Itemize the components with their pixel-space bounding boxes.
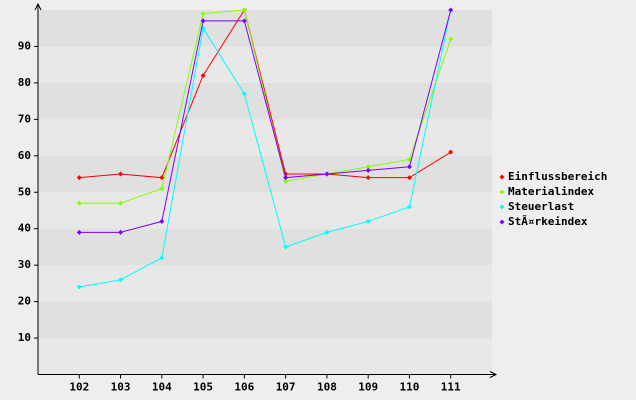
- legend-label: Einflussbereich: [508, 170, 607, 183]
- x-tick-label: 106: [234, 381, 254, 394]
- plot-band: [38, 228, 492, 266]
- data-point: [365, 218, 371, 224]
- x-tick-label: 102: [69, 381, 89, 394]
- plot-band: [38, 46, 492, 83]
- plot-band: [38, 301, 492, 339]
- plot-band: [38, 192, 492, 229]
- legend-marker: [499, 219, 505, 225]
- data-point: [118, 277, 124, 283]
- y-tick-label: 20: [18, 295, 31, 308]
- data-point: [241, 91, 247, 97]
- data-point: [76, 229, 82, 235]
- series-line: [79, 9, 452, 204]
- data-point: [159, 186, 165, 192]
- data-point: [406, 175, 412, 181]
- data-point: [200, 73, 206, 79]
- plot-band: [38, 10, 492, 47]
- data-point: [365, 164, 371, 170]
- legend-marker: [499, 174, 505, 180]
- x-axis-arrow: [489, 371, 498, 378]
- y-tick-label: 50: [18, 185, 31, 198]
- y-axis-arrow: [34, 2, 42, 11]
- data-point: [200, 11, 206, 17]
- legend-marker: [499, 204, 505, 210]
- x-tick-label: 109: [358, 381, 378, 394]
- data-point: [283, 244, 289, 250]
- data-point: [406, 204, 412, 210]
- data-point: [406, 164, 412, 170]
- x-tick-label: 108: [317, 381, 337, 394]
- plot-band: [38, 338, 492, 375]
- x-tick-label: 104: [152, 381, 172, 394]
- data-point: [448, 36, 454, 42]
- plot-band: [38, 155, 492, 193]
- y-tick-label: 70: [18, 112, 31, 125]
- legend-label: Steuerlast: [508, 200, 574, 213]
- data-point: [241, 18, 247, 24]
- y-tick-label: 40: [18, 222, 31, 235]
- data-point: [200, 18, 206, 24]
- x-tick-label: 103: [111, 381, 131, 394]
- x-tick-label: 110: [400, 381, 420, 394]
- series-line: [79, 9, 452, 288]
- data-point: [448, 149, 454, 155]
- series-line: [79, 8, 451, 179]
- data-point: [76, 200, 82, 206]
- data-point: [324, 171, 330, 177]
- data-point: [241, 7, 247, 13]
- data-point: [118, 200, 124, 206]
- x-tick-label: 107: [276, 381, 296, 394]
- legend-label: StÃ¤rkeindex: [508, 215, 588, 228]
- plot-band: [38, 119, 492, 156]
- y-tick-label: 10: [18, 331, 31, 344]
- y-tick-label: 30: [18, 258, 31, 271]
- data-point: [283, 175, 289, 181]
- x-tick-label: 105: [193, 381, 213, 394]
- y-tick-label: 90: [18, 39, 31, 52]
- legend-marker: [499, 189, 505, 195]
- data-point: [159, 218, 165, 224]
- data-point: [283, 178, 289, 184]
- y-tick-label: 60: [18, 149, 31, 162]
- data-point: [76, 175, 82, 181]
- y-tick-label: 80: [18, 76, 31, 89]
- data-point: [76, 284, 82, 290]
- data-point: [159, 255, 165, 261]
- data-point: [324, 229, 330, 235]
- data-point: [448, 7, 454, 13]
- data-point: [365, 167, 371, 173]
- series-line: [79, 9, 452, 233]
- data-point: [365, 175, 371, 181]
- plot-band: [38, 265, 492, 302]
- x-tick-label: 111: [441, 381, 461, 394]
- data-point: [118, 229, 124, 235]
- data-point: [159, 175, 165, 181]
- legend-label: Materialindex: [508, 185, 594, 198]
- data-point: [118, 171, 124, 177]
